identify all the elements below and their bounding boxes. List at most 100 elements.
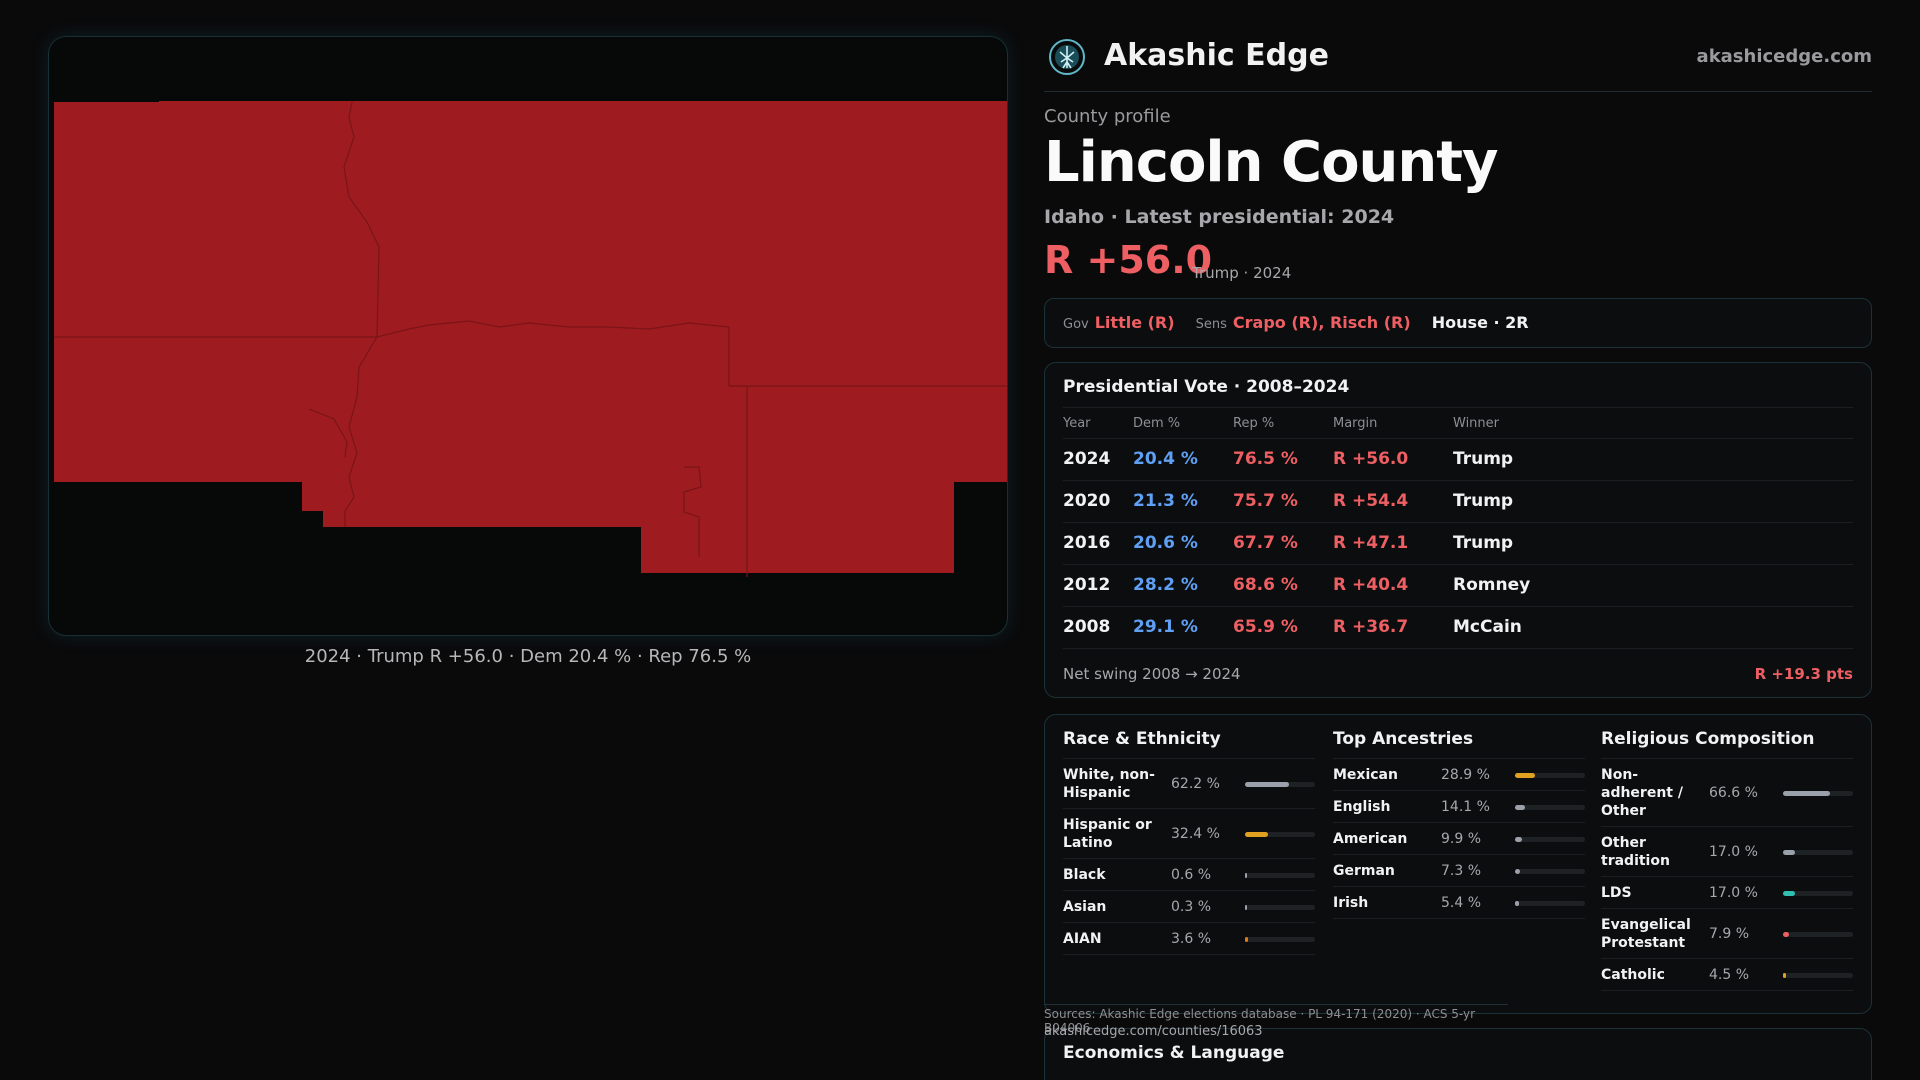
item-value: 5.4 % [1441,895,1482,911]
col-winner: Winner [1453,416,1500,431]
percent-bar-fill [1515,900,1519,906]
item-value: 17.0 % [1709,885,1758,901]
house-delegation: House · 2R [1431,313,1529,332]
row-year: 2008 [1063,617,1111,637]
economics-card: Economics & Language [1044,1028,1872,1080]
percent-bar [1515,804,1585,810]
county-shape[interactable] [54,101,1007,573]
percent-bar-fill [1245,872,1247,878]
item-value: 62.2 % [1171,776,1220,792]
row-margin: R +40.4 [1333,575,1409,595]
item-label: English [1333,799,1391,815]
list-item: Other tradition 17.0 % [1601,827,1853,877]
list-item: Hispanic or Latino 32.4 % [1063,809,1315,859]
row-winner: Trump [1453,491,1514,511]
sources-url-link[interactable]: akashicedge.com/counties/16063 [1044,1024,1263,1039]
tree-of-life-icon[interactable] [1048,38,1086,76]
item-label: Catholic [1601,967,1665,983]
percent-bar [1245,831,1315,837]
list-item: Mexican 28.9 % [1333,759,1585,791]
brand-site-link[interactable]: akashicedge.com [1696,46,1872,67]
percent-bar-fill [1783,790,1830,796]
list-item: Non-adherent / Other 66.6 % [1601,759,1853,827]
percent-bar-fill [1783,890,1795,896]
item-value: 0.3 % [1171,899,1212,915]
table-row: 2020 21.3 % 75.7 % R +54.4 Trump [1063,481,1853,523]
percent-bar [1783,890,1853,896]
gov-label: Gov [1063,317,1089,332]
percent-bar [1245,872,1315,878]
row-dem: 29.1 % [1133,617,1198,637]
county-map-svg [54,101,1007,577]
officials-bar: Gov Little (R) Sens Crapo (R), Risch (R) H… [1044,298,1872,348]
list-item: American 9.9 % [1333,823,1585,855]
percent-bar [1245,936,1315,942]
economics-title: Economics & Language [1063,1043,1285,1063]
race-ethnicity-column: Race & Ethnicity White, non-Hispanic 62.2… [1063,729,1315,955]
sources-note: Sources: Akashic Edge elections database… [1044,1004,1508,1035]
item-value: 3.6 % [1171,931,1212,947]
row-margin: R +47.1 [1333,533,1409,553]
percent-bar-fill [1783,972,1787,978]
brand-bar: Akashic Edge akashicedge.com [1044,36,1872,92]
item-label: AIAN [1063,931,1102,947]
page-title: Lincoln County [1044,130,1499,195]
row-rep: 68.6 % [1233,575,1298,595]
item-value: 32.4 % [1171,826,1220,842]
list-item: Black 0.6 % [1063,859,1315,891]
profile-panel: Akashic Edge akashicedge.com County prof… [1044,0,1872,1080]
item-value: 66.6 % [1709,785,1758,801]
demographics-card: Race & Ethnicity White, non-Hispanic 62.2… [1044,714,1872,1014]
map-caption: 2024 · Trump R +56.0 · Dem 20.4 % · Rep … [304,646,752,667]
row-rep: 65.9 % [1233,617,1298,637]
religion-column: Religious Composition Non-adherent / Oth… [1601,729,1853,991]
row-rep: 67.7 % [1233,533,1298,553]
brand-name[interactable]: Akashic Edge [1104,38,1329,73]
row-year: 2024 [1063,449,1111,469]
percent-bar-fill [1245,831,1268,837]
table-row: 2016 20.6 % 67.7 % R +47.1 Trump [1063,523,1853,565]
row-winner: McCain [1453,617,1522,637]
item-value: 9.9 % [1441,831,1482,847]
list-item: AIAN 3.6 % [1063,923,1315,955]
race-title: Race & Ethnicity [1063,729,1315,759]
percent-bar-fill [1515,836,1522,842]
percent-bar [1515,772,1585,778]
eyebrow: County profile [1044,106,1171,127]
item-label: Asian [1063,899,1107,915]
row-margin: R +54.4 [1333,491,1409,511]
list-item: Catholic 4.5 % [1601,959,1853,991]
list-item: LDS 17.0 % [1601,877,1853,909]
row-margin: R +36.7 [1333,617,1409,637]
governor: Little (R) [1094,313,1175,332]
percent-bar-fill [1783,931,1789,937]
percent-bar-fill [1515,772,1536,778]
item-label: Evangelical Protestant [1601,917,1691,951]
item-value: 0.6 % [1171,867,1212,883]
percent-bar [1515,868,1585,874]
item-label: German [1333,863,1395,879]
item-label: Hispanic or Latino [1063,817,1152,851]
percent-bar-fill [1515,868,1521,874]
list-item: Evangelical Protestant 7.9 % [1601,909,1853,959]
item-value: 7.9 % [1709,926,1750,942]
vote-table-header: Year Dem % Rep % Margin Winner [1063,407,1853,439]
item-value: 7.3 % [1441,863,1482,879]
percent-bar [1515,836,1585,842]
percent-bar [1783,849,1853,855]
county-map[interactable] [48,36,1008,636]
list-item: Irish 5.4 % [1333,887,1585,919]
percent-bar [1245,904,1315,910]
row-winner: Trump [1453,449,1514,469]
headline-margin-note: Trump · 2024 [1192,264,1292,282]
net-swing-label: Net swing 2008 → 2024 [1063,665,1241,683]
percent-bar-fill [1783,849,1795,855]
percent-bar-fill [1245,781,1289,787]
percent-bar [1783,972,1853,978]
item-label: Non-adherent / Other [1601,767,1683,819]
percent-bar [1783,931,1853,937]
vote-card-title: Presidential Vote · 2008–2024 [1063,377,1350,397]
item-value: 17.0 % [1709,844,1758,860]
item-value: 28.9 % [1441,767,1490,783]
headline-margin: R +56.0 [1044,238,1213,282]
